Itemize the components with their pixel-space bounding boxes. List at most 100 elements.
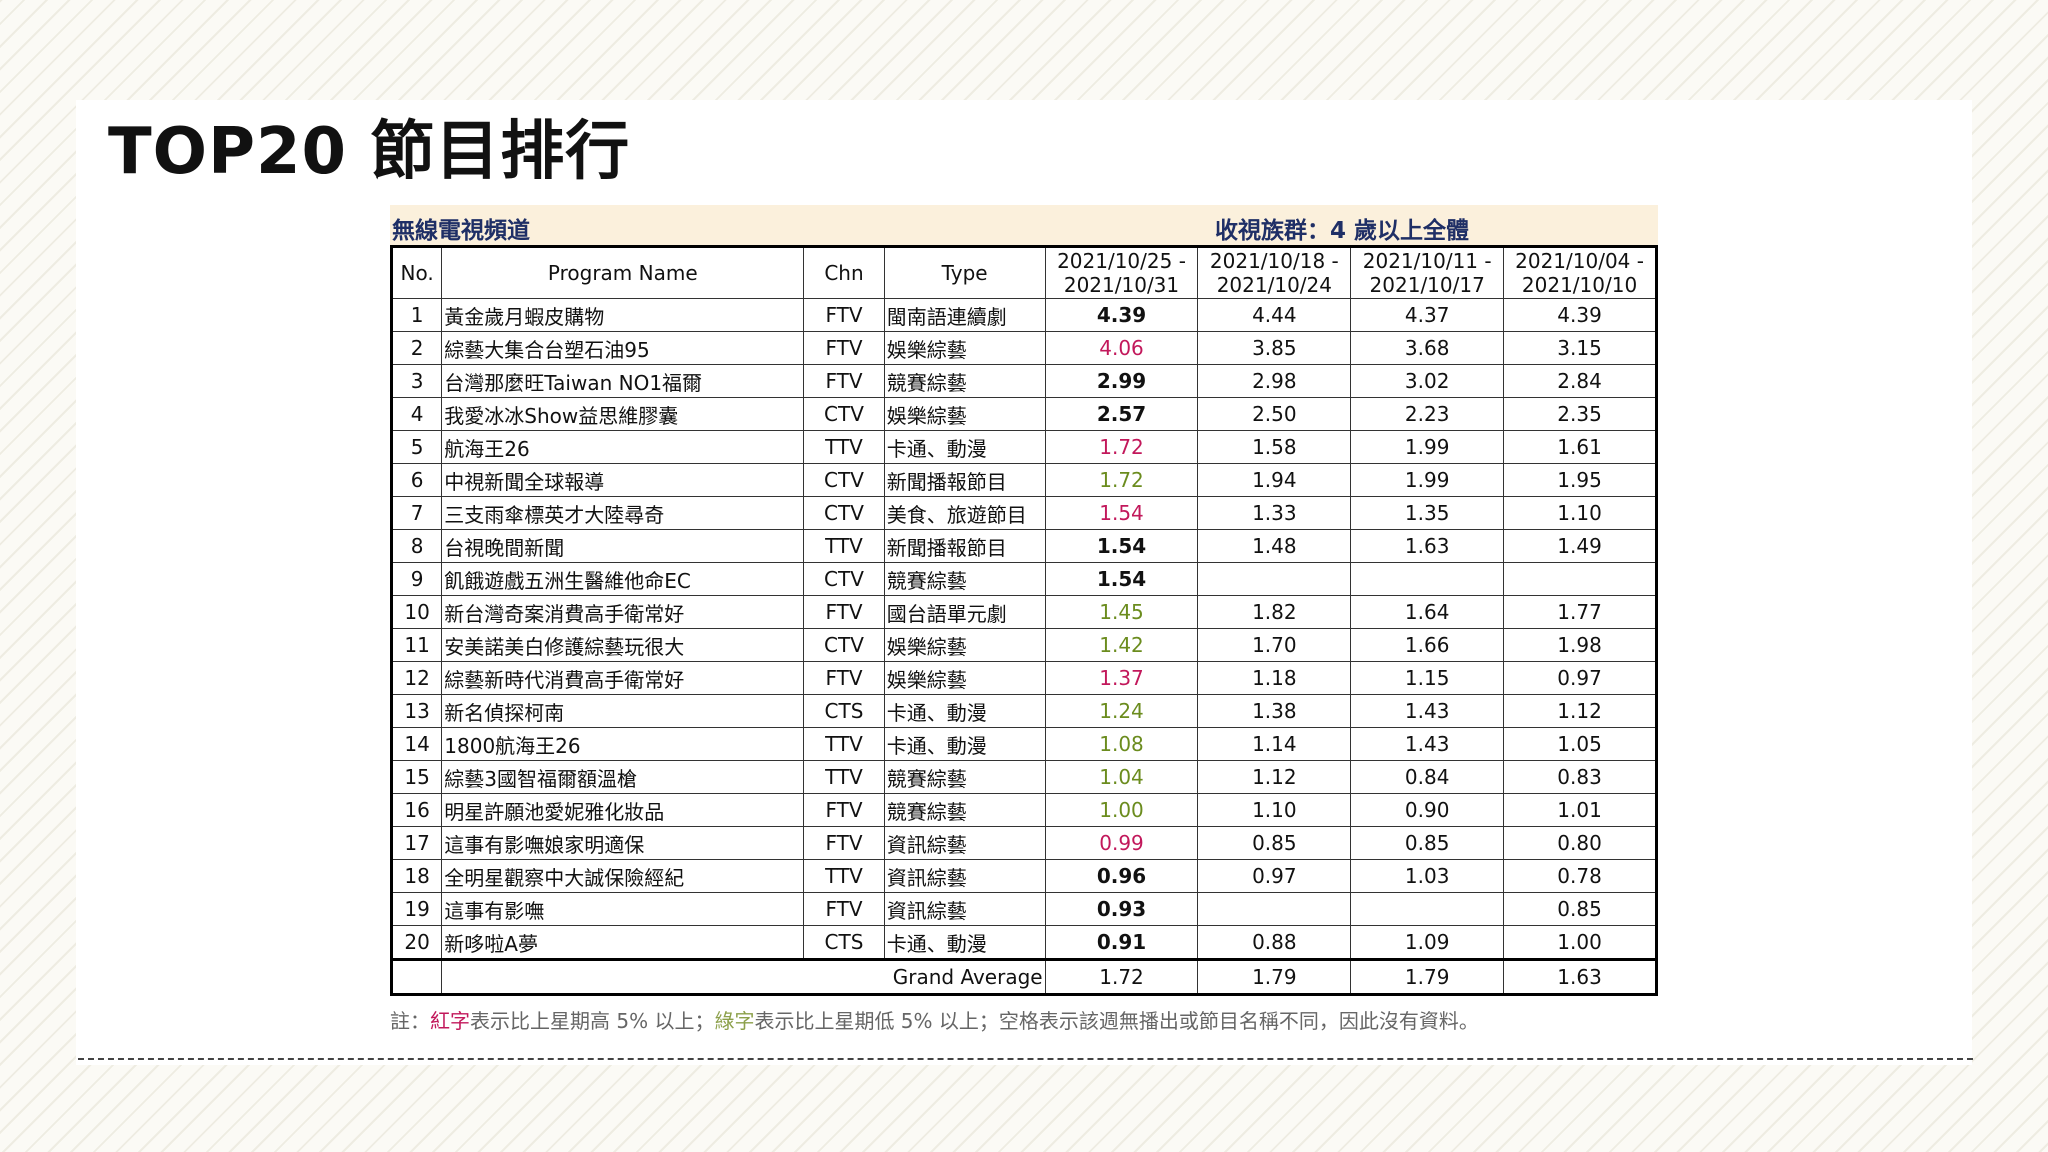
grand-average-week-2: 1.79 [1197,958,1352,995]
row-week-3-rating: 3.68 [1350,331,1505,365]
row-type: 資訊綜藝 [883,859,1046,893]
row-week-4-rating: 1.61 [1503,430,1657,464]
row-week-4-rating: 1.10 [1503,496,1657,530]
row-channel: FTV [803,793,885,827]
row-program-name: 1800航海王26 [441,727,805,761]
row-channel: CTV [803,562,885,596]
row-channel: CTS [803,694,885,728]
row-channel: CTV [803,628,885,662]
ratings-table: No. Program Name Chn Type 2021/10/25 -20… [390,245,1658,996]
row-program-name: 明星許願池愛妮雅化妝品 [441,793,805,827]
row-no: 3 [390,364,443,398]
row-week-4-rating: 0.78 [1503,859,1657,893]
row-week-3-rating: 0.90 [1350,793,1505,827]
row-type: 卡通、動漫 [883,727,1046,761]
row-week-1-rating: 1.00 [1044,793,1199,827]
row-program-name: 我愛冰冰Show益思維膠囊 [441,397,805,431]
col-header-chn: Chn [803,246,885,299]
row-week-1-rating: 1.45 [1044,595,1199,629]
row-channel: FTV [803,892,885,926]
table-row: 4 我愛冰冰Show益思維膠囊 CTV 娛樂綜藝 2.57 2.50 2.23 2.35 [390,397,1657,431]
row-week-4-rating: 2.84 [1503,364,1657,398]
row-program-name: 中視新聞全球報導 [441,463,805,497]
row-week-2-rating: 0.88 [1197,925,1352,960]
row-program-name: 綜藝3國智福爾額溫槍 [441,760,805,794]
row-channel: FTV [803,826,885,860]
row-week-3-rating: 1.66 [1350,628,1505,662]
row-no: 2 [390,331,443,365]
col-header-no: No. [390,246,443,299]
note-red-word: 紅字 [430,1009,470,1033]
channel-group-label: 無線電視頻道 [392,218,530,244]
row-week-1-rating: 1.72 [1044,463,1199,497]
grand-average-row: Grand Average 1.72 1.79 1.79 1.63 [390,958,1657,995]
row-week-2-rating: 1.18 [1197,661,1352,695]
row-week-3-rating: 1.03 [1350,859,1505,893]
row-week-2-rating: 1.12 [1197,760,1352,794]
row-week-3-rating: 1.99 [1350,430,1505,464]
row-no: 6 [390,463,443,497]
row-week-1-rating: 1.04 [1044,760,1199,794]
row-type: 娛樂綜藝 [883,397,1046,431]
row-week-3-rating: 1.43 [1350,694,1505,728]
row-program-name: 這事有影嘸 [441,892,805,926]
row-week-4-rating: 1.95 [1503,463,1657,497]
column-header-row: No. Program Name Chn Type 2021/10/25 -20… [390,246,1657,299]
row-week-3-rating: 2.23 [1350,397,1505,431]
row-no: 9 [390,562,443,596]
row-week-2-rating: 1.94 [1197,463,1352,497]
row-week-3-rating: 1.99 [1350,463,1505,497]
row-no: 14 [390,727,443,761]
table-row: 14 1800航海王26 TTV 卡通、動漫 1.08 1.14 1.43 1.05 [390,727,1657,761]
row-week-2-rating: 4.44 [1197,298,1352,332]
row-no: 18 [390,859,443,893]
row-week-2-rating: 1.70 [1197,628,1352,662]
row-week-1-rating: 4.06 [1044,331,1199,365]
row-week-2-rating: 1.38 [1197,694,1352,728]
table-row: 16 明星許願池愛妮雅化妝品 FTV 競賽綜藝 1.00 1.10 0.90 1.01 [390,793,1657,827]
row-program-name: 台灣那麼旺Taiwan NO1福爾 [441,364,805,398]
row-channel: FTV [803,661,885,695]
row-program-name: 新哆啦A夢 [441,925,805,960]
row-week-4-rating: 3.15 [1503,331,1657,365]
row-type: 娛樂綜藝 [883,628,1046,662]
row-week-1-rating: 1.54 [1044,496,1199,530]
table-row: 20 新哆啦A夢 CTS 卡通、動漫 0.91 0.88 1.09 1.00 [390,925,1657,960]
grand-average-week-3: 1.79 [1350,958,1505,995]
row-no: 12 [390,661,443,695]
table-row: 18 全明星觀察中大誠保險經紀 TTV 資訊綜藝 0.96 0.97 1.03 0.78 [390,859,1657,893]
row-week-3-rating: 3.02 [1350,364,1505,398]
row-week-1-rating: 0.93 [1044,892,1199,926]
row-week-2-rating: 2.50 [1197,397,1352,431]
row-week-1-rating: 4.39 [1044,298,1199,332]
row-program-name: 全明星觀察中大誠保險經紀 [441,859,805,893]
row-program-name: 黃金歲月蝦皮購物 [441,298,805,332]
audience-label: 收視族群：4 歲以上全體 [1215,218,1470,244]
table-row: 19 這事有影嘸 FTV 資訊綜藝 0.93 0.85 [390,892,1657,926]
row-week-2-rating: 3.85 [1197,331,1352,365]
row-week-3-rating [1350,892,1505,926]
table-row: 5 航海王26 TTV 卡通、動漫 1.72 1.58 1.99 1.61 [390,430,1657,464]
row-channel: TTV [803,859,885,893]
table-row: 15 綜藝3國智福爾額溫槍 TTV 競賽綜藝 1.04 1.12 0.84 0.83 [390,760,1657,794]
row-program-name: 綜藝新時代消費高手衛常好 [441,661,805,695]
row-week-3-rating: 1.15 [1350,661,1505,695]
row-program-name: 安美諾美白修護綜藝玩很大 [441,628,805,662]
row-no: 16 [390,793,443,827]
row-program-name: 飢餓遊戲五洲生醫維他命EC [441,562,805,596]
table-row: 2 綜藝大集合台塑石油95 FTV 娛樂綜藝 4.06 3.85 3.68 3.15 [390,331,1657,365]
row-week-1-rating: 0.96 [1044,859,1199,893]
row-program-name: 綜藝大集合台塑石油95 [441,331,805,365]
row-type: 競賽綜藝 [883,562,1046,596]
row-channel: FTV [803,364,885,398]
table-row: 9 飢餓遊戲五洲生醫維他命EC CTV 競賽綜藝 1.54 [390,562,1657,596]
row-channel: CTV [803,496,885,530]
table-row: 12 綜藝新時代消費高手衛常好 FTV 娛樂綜藝 1.37 1.18 1.15 0.97 [390,661,1657,695]
row-no: 10 [390,595,443,629]
row-no: 4 [390,397,443,431]
page-title: TOP20 節目排行 [108,115,631,189]
row-week-3-rating: 1.09 [1350,925,1505,960]
col-header-week-2: 2021/10/18 -2021/10/24 [1197,246,1352,299]
row-no: 17 [390,826,443,860]
footnote: 註：紅字表示比上星期高 5% 以上；綠字表示比上星期低 5% 以上；空格表示該週… [390,1005,1479,1034]
